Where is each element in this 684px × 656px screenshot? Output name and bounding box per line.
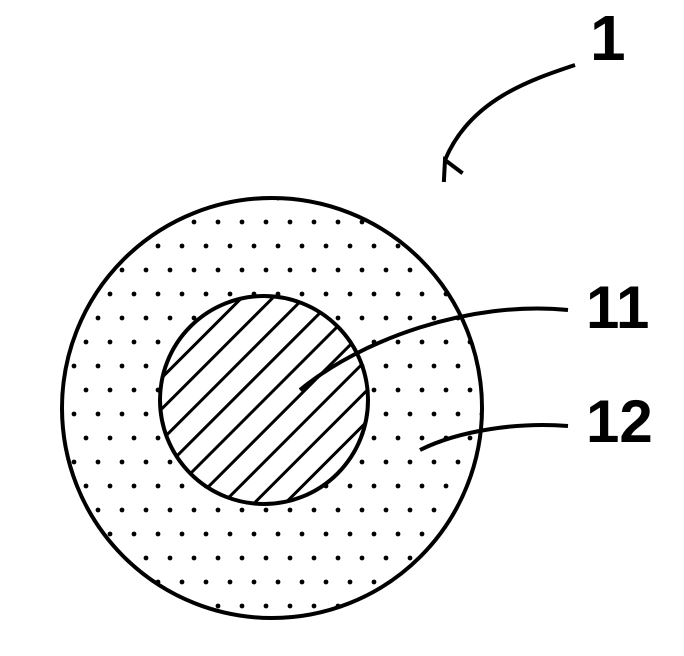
reference-labels: 11112 xyxy=(586,2,653,455)
label-ref12: 12 xyxy=(586,388,653,455)
leader-arrowhead-ref1 xyxy=(444,160,463,182)
diagram-canvas: 11112 xyxy=(0,0,684,656)
label-ref1: 1 xyxy=(590,2,626,74)
leader-ref1 xyxy=(445,65,575,160)
label-ref11: 11 xyxy=(586,274,649,341)
